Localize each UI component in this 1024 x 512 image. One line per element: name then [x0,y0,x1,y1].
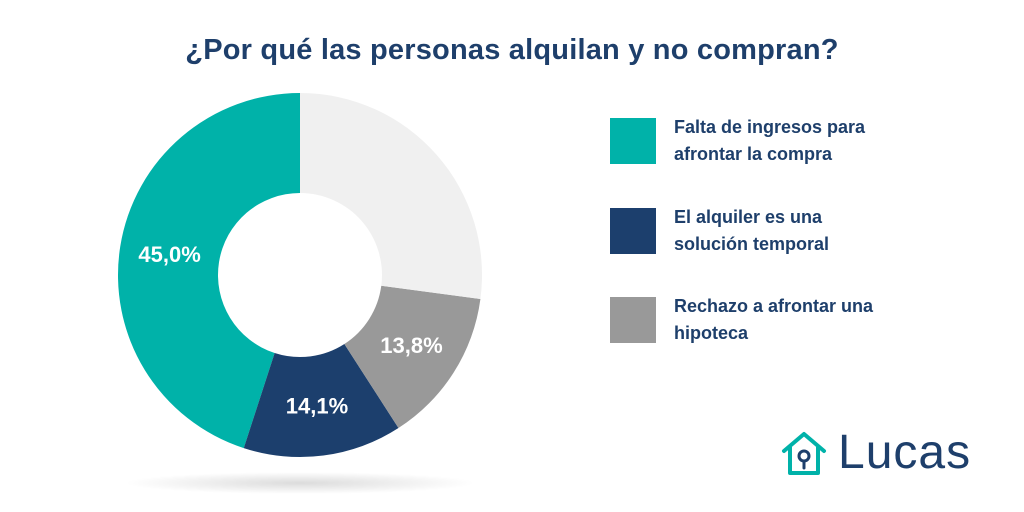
legend-label: Falta de ingresos para afrontar la compr… [674,117,866,164]
brand-name: Lucas [838,426,972,479]
slice-value-label: 13,8% [380,333,442,358]
legend-item: Rechazo a afrontar una hipoteca [610,293,894,347]
donut-slice [344,285,481,429]
legend-swatch [610,118,656,164]
legend-item: Falta de ingresos para afrontar la compr… [610,114,894,168]
donut-slice [300,93,482,299]
legend-swatch [610,208,656,254]
chart-shadow [125,472,475,494]
legend-label: Rechazo a afrontar una hipoteca [674,296,874,343]
legend-swatch [610,297,656,343]
donut-slice [243,343,399,457]
slice-value-label: 45,0% [138,242,200,267]
slice-value-label: 14,1% [286,393,348,418]
donut-chart: 45,0% 14,1% 13,8% [117,93,482,494]
donut-slice [117,93,300,449]
chart-title: ¿Por qué las personas alquilan y no comp… [185,34,839,66]
legend-item: El alquiler es una solución temporal [610,204,894,258]
legend-label: El alquiler es una solución temporal [674,207,830,254]
house-keyhole-icon [782,432,826,475]
brand-logo: Lucas [780,426,971,480]
